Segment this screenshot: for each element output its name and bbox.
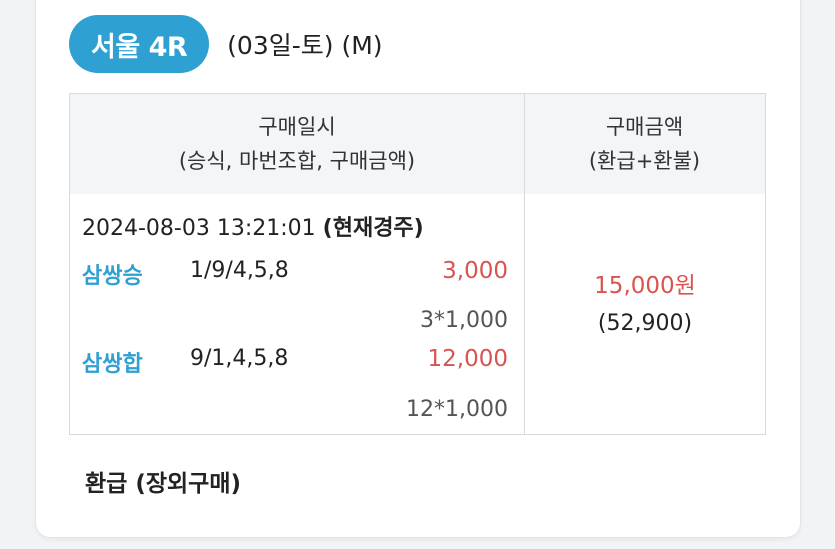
bet-calc: 3*1,000 <box>420 308 508 333</box>
race-header: 서울 4R (03일-토) (M) <box>69 14 383 74</box>
table-header: 구매일시 (승식, 마번조합, 구매금액) 구매금액 (환급+환불) <box>70 94 765 194</box>
purchase-datetime: 2024-08-03 13:21:01 (현재경주) <box>82 210 424 242</box>
purchase-datetime-value: 2024-08-03 13:21:01 <box>82 216 316 241</box>
header-purchase-datetime-title: 구매일시 <box>258 115 336 139</box>
purchase-total-cell: 15,000원 (52,900) <box>525 194 765 434</box>
bet-type: 삼쌍승 <box>82 264 143 289</box>
bet-amount: 12,000 <box>427 346 508 372</box>
bet-combo: 9/1,4,5,8 <box>190 346 289 371</box>
header-purchase-datetime: 구매일시 (승식, 마번조합, 구매금액) <box>70 94 524 194</box>
race-date-info: (03일-토) (M) <box>227 31 383 60</box>
purchase-detail-cell: 2024-08-03 13:21:01 (현재경주) 삼쌍승 1/9/4,5,8… <box>70 194 524 434</box>
bet-type: 삼쌍합 <box>82 352 143 377</box>
bet-calc: 12*1,000 <box>406 397 508 422</box>
total-refund-amount: (52,900) <box>597 311 693 336</box>
bet-combo: 1/9/4,5,8 <box>190 258 289 283</box>
bet-amount: 3,000 <box>442 258 508 284</box>
ticket-card <box>36 0 800 537</box>
header-purchase-amount-title: 구매금액 <box>605 115 684 139</box>
race-status: (현재경주) <box>322 216 424 241</box>
purchase-table: 구매일시 (승식, 마번조합, 구매금액) 구매금액 (환급+환불) 2024-… <box>69 93 766 435</box>
header-purchase-amount: 구매금액 (환급+환불) <box>524 94 765 194</box>
column-divider <box>524 94 525 434</box>
refund-note: 환급 (장외구매) <box>85 471 241 497</box>
race-badge: 서울 4R <box>69 15 210 73</box>
total-purchase-amount: 15,000원 <box>594 273 696 299</box>
header-purchase-amount-sub: (환급+환불) <box>588 149 701 173</box>
header-purchase-datetime-sub: (승식, 마번조합, 구매금액) <box>178 149 416 173</box>
